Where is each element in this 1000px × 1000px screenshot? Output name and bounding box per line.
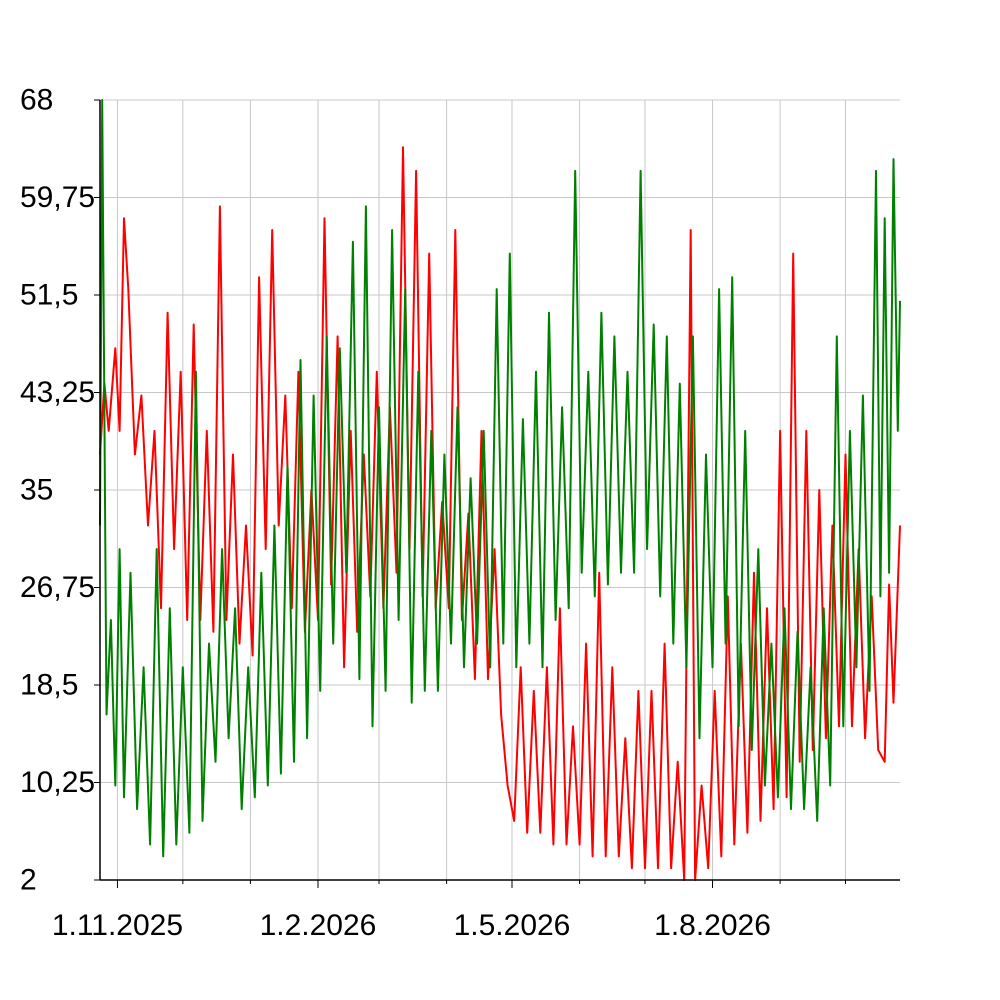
series-line-red — [99, 146, 901, 881]
y-tick-label: 68 — [20, 84, 53, 117]
x-tick-label: 1.2.2026 — [260, 909, 377, 942]
y-tick-label: 51,5 — [20, 279, 78, 312]
y-tick-label: 59,75 — [20, 181, 95, 214]
y-tick-label: 10,25 — [20, 766, 95, 799]
y-tick-label: 35 — [20, 474, 53, 507]
y-tick-label: 2 — [20, 864, 37, 897]
y-tick-label: 18,5 — [20, 669, 78, 702]
y-tick-label: 43,25 — [20, 376, 95, 409]
y-tick-label: 26,75 — [20, 571, 95, 604]
series-layer — [99, 99, 901, 881]
x-ticks: 1.11.2025 1.2.2026 1.5.2026 1.8.2026 — [52, 880, 847, 942]
x-tick-label: 1.5.2026 — [454, 909, 571, 942]
x-tick-label: 1.11.2025 — [52, 909, 183, 942]
x-tick-label: 1.8.2026 — [654, 909, 771, 942]
y-ticks: 2 10,25 18,5 26,75 35 43,25 51,5 59,75 68 — [20, 84, 100, 897]
series-line-green — [99, 99, 901, 858]
